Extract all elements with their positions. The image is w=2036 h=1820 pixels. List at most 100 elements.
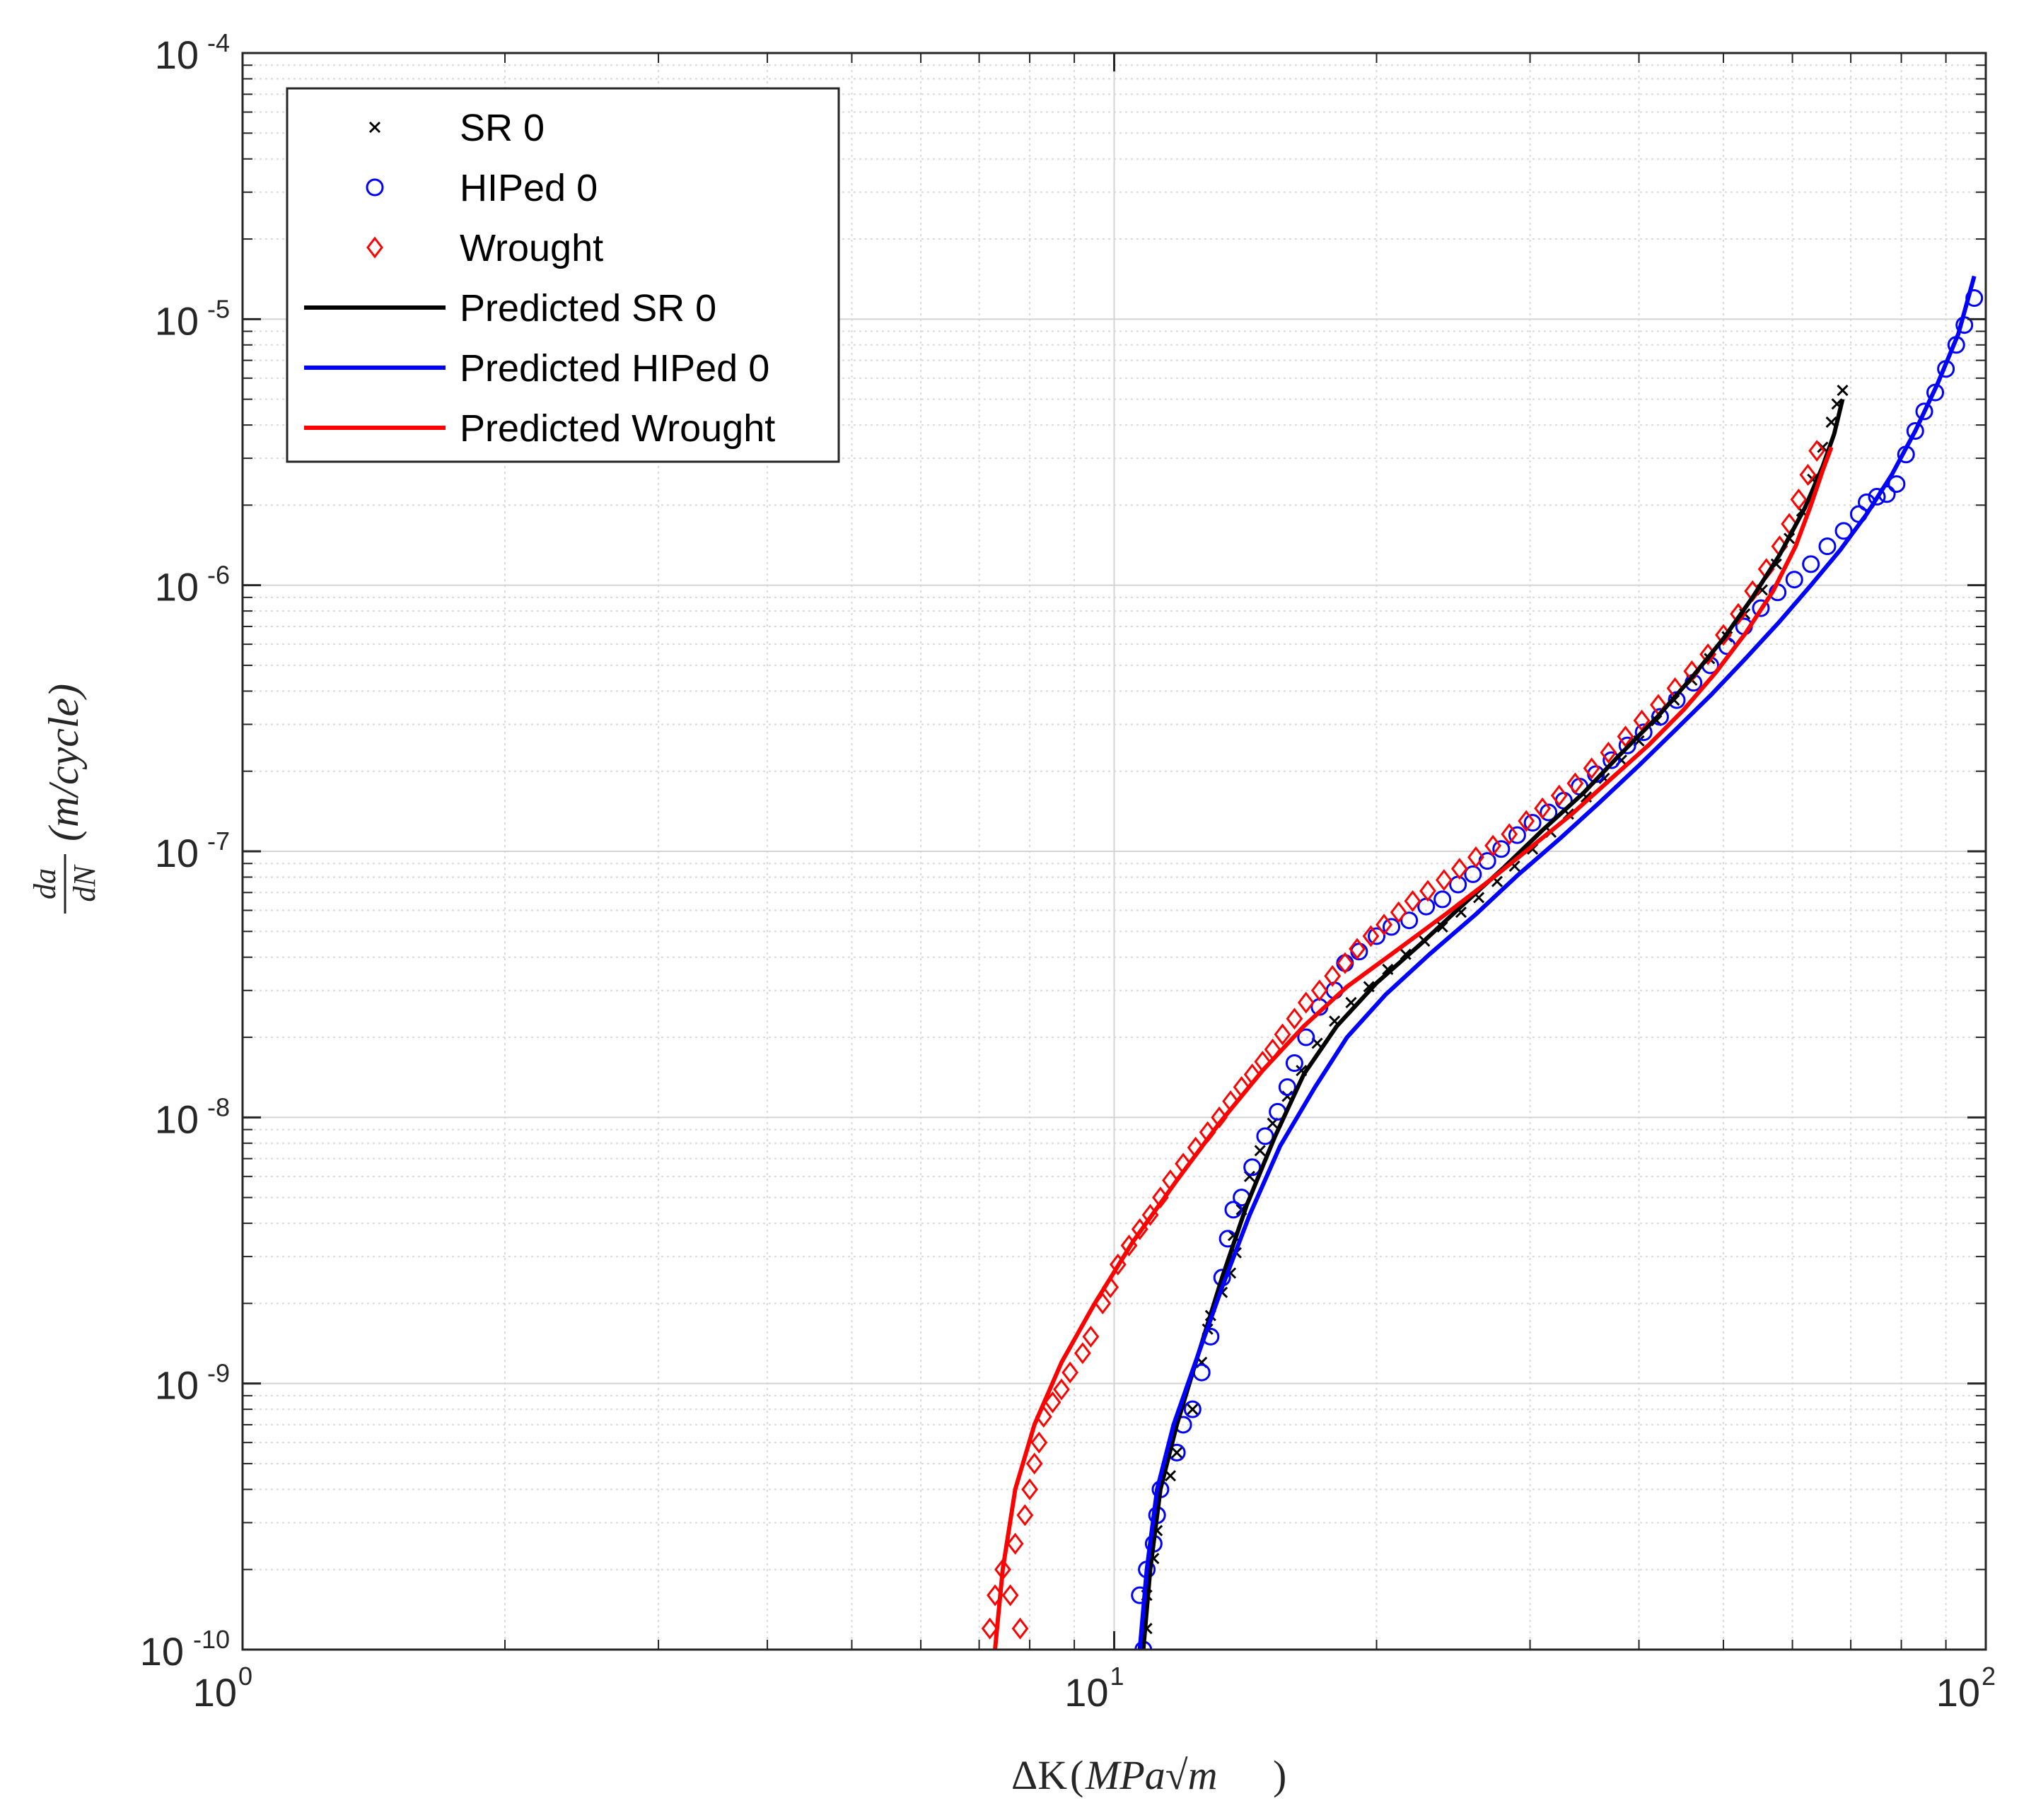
y-tick-label-exponent: -5 (207, 294, 230, 323)
plot-area (981, 275, 1984, 1650)
point-hiped-0 (1802, 555, 1820, 573)
y-tick-label: -8 10 (155, 1092, 230, 1141)
point-hiped-0 (1634, 723, 1653, 742)
point-hiped-0 (1336, 954, 1354, 972)
point-sr-0 (1187, 1404, 1199, 1416)
y-tick-label: -10 10 (140, 1625, 230, 1674)
point-hiped-0 (1464, 865, 1482, 883)
x-axis-label: ΔK ( MPa√m ) (1011, 1752, 1286, 1798)
legend-label: Predicted SR 0 (460, 287, 716, 329)
y-tick-label-exponent: -10 (193, 1625, 230, 1654)
series-wrought (981, 440, 1826, 1640)
point-wrought (1286, 1008, 1303, 1030)
point-hiped-0 (1492, 840, 1511, 858)
point-hiped-0 (1906, 421, 1924, 440)
y-tick-label: -5 10 (155, 294, 230, 343)
point-wrought (1297, 991, 1315, 1014)
point-hiped-0 (1868, 488, 1886, 506)
legend-label: Predicted HIPed 0 (460, 347, 769, 390)
legend-label: SR 0 (460, 107, 545, 149)
point-wrought (1435, 869, 1453, 892)
legend-label: HIPed 0 (460, 167, 598, 209)
legend-label: Wrought (460, 227, 603, 269)
y-axis-label: da dN (m/cycle) (28, 684, 102, 914)
point-hiped-0 (1785, 571, 1803, 589)
point-wrought (1808, 440, 1826, 462)
y-tick-label-base: 10 (155, 1097, 199, 1141)
x-tick-label-base: 10 (1936, 1670, 1980, 1715)
y-tick-label-exponent: -6 (207, 561, 230, 590)
point-hiped-0 (1915, 402, 1933, 421)
point-wrought (1484, 834, 1501, 857)
point-wrought (1061, 1361, 1079, 1384)
point-sr-0 (1171, 1447, 1183, 1459)
y-tick-label-base: 10 (155, 831, 199, 875)
point-hiped-0 (1651, 708, 1669, 726)
x-tick-label-base: 10 (193, 1670, 237, 1715)
point-wrought (1375, 914, 1393, 936)
point-hiped-0 (1297, 1028, 1315, 1046)
point-wrought (1390, 901, 1407, 923)
point-wrought (1404, 889, 1421, 912)
point-hiped-0 (1449, 875, 1467, 894)
point-wrought (1016, 1504, 1034, 1527)
point-wrought (981, 1617, 999, 1640)
point-hiped-0 (1224, 1201, 1243, 1219)
point-hiped-0 (1256, 1127, 1274, 1145)
line-predicted-sr-0 (1141, 398, 1845, 1650)
point-wrought (1450, 858, 1468, 880)
y-axis-label-dn: dN (67, 864, 102, 902)
x-tick-label: 10 0 (193, 1662, 252, 1715)
point-hiped-0 (1508, 826, 1526, 844)
point-sr-0 (1254, 1145, 1266, 1157)
point-wrought (1600, 741, 1617, 764)
point-wrought (1362, 925, 1380, 947)
point-wrought (1419, 880, 1436, 902)
legend-item-predicted-sr-0: Predicted SR 0 (304, 287, 716, 329)
point-hiped-0 (1368, 927, 1386, 945)
y-tick-label: -6 10 (155, 561, 230, 609)
point-hiped-0 (1602, 751, 1621, 769)
y-tick-label-exponent: -9 (207, 1359, 230, 1388)
point-hiped-0 (1834, 522, 1853, 540)
legend-box (286, 87, 840, 463)
point-wrought (1799, 464, 1817, 486)
point-wrought (1550, 784, 1568, 807)
point-sr-0 (1164, 1470, 1177, 1482)
point-wrought (1501, 823, 1518, 846)
point-wrought (1006, 1532, 1024, 1555)
legend-swatch (368, 121, 381, 134)
point-wrought (1030, 1431, 1048, 1454)
line-predicted-wrought (993, 446, 1834, 1650)
point-hiped-0 (1278, 1078, 1296, 1096)
legend-item-predicted-wrought: Predicted Wrought (304, 407, 775, 450)
point-wrought (1044, 1391, 1061, 1413)
x-axis-label-close-paren: ) (1273, 1752, 1286, 1798)
series-hiped-0 (1131, 289, 1984, 1650)
legend-swatch (366, 178, 384, 197)
y-tick-label: -7 10 (155, 827, 230, 875)
y-tick-label-base: 10 (155, 298, 199, 343)
y-axis-label-da: da (28, 868, 62, 899)
series-predicted-hiped-0 (1137, 275, 1977, 1650)
y-tick-label: -4 10 (155, 28, 230, 77)
point-wrought (1790, 488, 1808, 511)
point-hiped-0 (1183, 1400, 1202, 1418)
line-predicted-hiped-0 (1137, 275, 1977, 1650)
point-wrought (1518, 810, 1535, 832)
y-tick-label-base: 10 (155, 1363, 199, 1408)
point-sr-0 (1837, 384, 1849, 397)
x-tick-label-exponent: 1 (1110, 1662, 1124, 1691)
point-hiped-0 (1285, 1054, 1303, 1073)
point-hiped-0 (1818, 537, 1837, 556)
x-tick-label-exponent: 2 (1982, 1662, 1996, 1691)
point-wrought (1336, 952, 1354, 974)
legend: SR 0 HIPed 0 Wrought Predicted SR 0 Predicte… (286, 87, 840, 463)
point-hiped-0 (1400, 911, 1419, 930)
point-wrought (1617, 725, 1634, 748)
legend-item-wrought: Wrought (366, 227, 603, 269)
point-hiped-0 (1540, 803, 1558, 822)
legend-swatch (366, 236, 383, 259)
